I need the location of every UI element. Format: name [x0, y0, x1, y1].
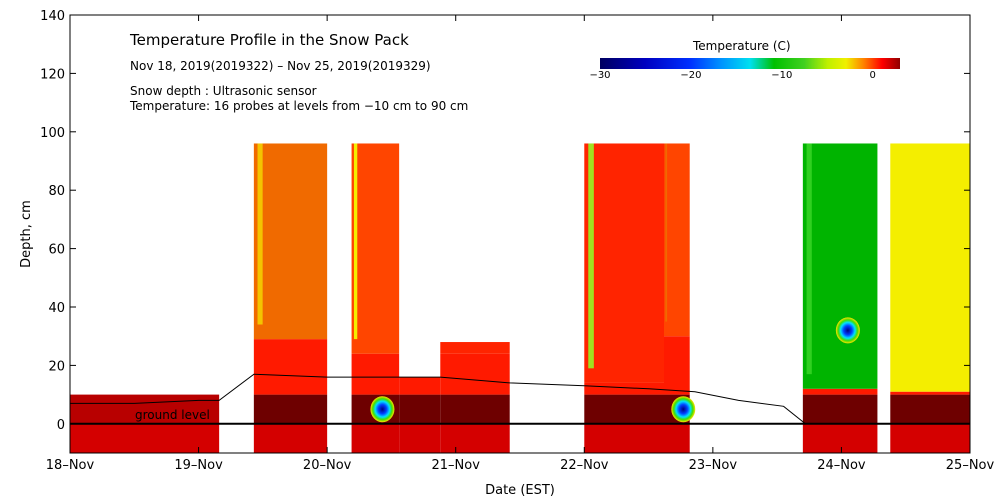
y-tick-label: 100: [40, 126, 65, 141]
axes: 18–Nov 19–Nov 20–Nov 21–Nov 22–Nov 23–Nov 24–N…: [40, 9, 994, 473]
x-tick-label: 21–Nov: [432, 458, 481, 473]
ground-layer-cell: [253, 394, 328, 424]
colorbar-title: Temperature (C): [692, 39, 791, 53]
mid-snow-cell: [664, 143, 690, 337]
ground-layer-cell: [890, 394, 970, 424]
below-ground-cell: [664, 423, 690, 453]
ground-layer-cell: [399, 394, 441, 424]
below-ground-cell: [584, 423, 664, 453]
ground-layer-cell: [584, 394, 664, 424]
snow-depth-note: Snow depth : Ultrasonic sensor: [130, 84, 317, 98]
ground-layer-cell: [70, 394, 220, 424]
upper-snow-cell: [665, 143, 668, 322]
mid-snow-cell: [802, 143, 878, 389]
colorbar-label: −30: [589, 70, 610, 81]
below-ground-cell: [253, 423, 328, 453]
colorbar-label: −10: [771, 70, 792, 81]
cold-spot: [835, 317, 860, 344]
chart-date-range: Nov 18, 2019(2019322) – Nov 25, 2019(201…: [130, 59, 431, 73]
snow-depth-line: [70, 373, 970, 425]
colorbar: [600, 58, 900, 69]
mid-snow-cell: [351, 143, 400, 354]
cold-spot: [370, 396, 395, 423]
ground-layer-cell: [802, 394, 878, 424]
lower-snow-cell: [253, 339, 328, 395]
x-tick-label: 22–Nov: [560, 458, 609, 473]
y-axis-label: Depth, cm: [19, 200, 34, 268]
mid-snow-cell: [253, 143, 328, 340]
y-tick-label: 80: [48, 184, 65, 199]
mid-snow-cell: [440, 342, 510, 354]
colorbar-label: −20: [680, 70, 701, 81]
upper-snow-cell: [257, 143, 263, 325]
below-ground-cell: [351, 423, 400, 453]
y-tick-label: 20: [48, 359, 65, 374]
x-tick-label: 25–Nov: [946, 458, 995, 473]
y-tick-label: 120: [40, 67, 65, 82]
ground-layer-cell: [440, 394, 510, 424]
upper-snow-cell: [894, 143, 900, 378]
lower-snow-cell: [440, 353, 510, 395]
temperature-note: Temperature: 16 probes at levels from −1…: [129, 99, 468, 113]
snow-depth-series: [70, 373, 970, 425]
x-tick-label: 18–Nov: [46, 458, 95, 473]
lower-snow-cell: [584, 382, 664, 395]
x-tick-label: 23–Nov: [689, 458, 738, 473]
upper-snow-cell: [353, 143, 358, 340]
y-tick-label: 40: [48, 301, 65, 316]
plot-frame: [69, 14, 971, 454]
colorbar-labels: −30 −20 −10 0: [589, 70, 875, 81]
upper-snow-cell: [806, 143, 812, 375]
y-tick-label: 0: [57, 418, 65, 433]
ground-level-label: ground level: [135, 408, 210, 422]
below-ground-cell: [802, 423, 878, 453]
x-tick-label: 19–Nov: [174, 458, 223, 473]
mid-snow-cell: [890, 143, 970, 392]
lower-snow-cell: [399, 377, 441, 395]
below-ground-cell: [70, 423, 220, 453]
upper-snow-cell: [588, 143, 594, 369]
y-tick-label: 140: [40, 9, 65, 24]
lower-snow-cell: [664, 336, 690, 395]
y-tick-label: 60: [48, 243, 65, 258]
x-axis-label: Date (EST): [485, 483, 555, 498]
chart-title: Temperature Profile in the Snow Pack: [129, 31, 409, 49]
x-tick-label: 20–Nov: [303, 458, 352, 473]
below-ground-cell: [890, 423, 970, 453]
below-ground-cell: [440, 423, 510, 453]
cold-spot: [671, 396, 696, 423]
lower-snow-cell: [890, 391, 970, 395]
colorbar-label: 0: [870, 70, 876, 81]
mid-snow-cell: [584, 143, 664, 383]
temperature-field: [70, 143, 970, 453]
lower-snow-cell: [802, 388, 878, 395]
x-tick-label: 24–Nov: [817, 458, 866, 473]
below-ground-cell: [399, 423, 441, 453]
lower-snow-cell: [351, 353, 400, 395]
